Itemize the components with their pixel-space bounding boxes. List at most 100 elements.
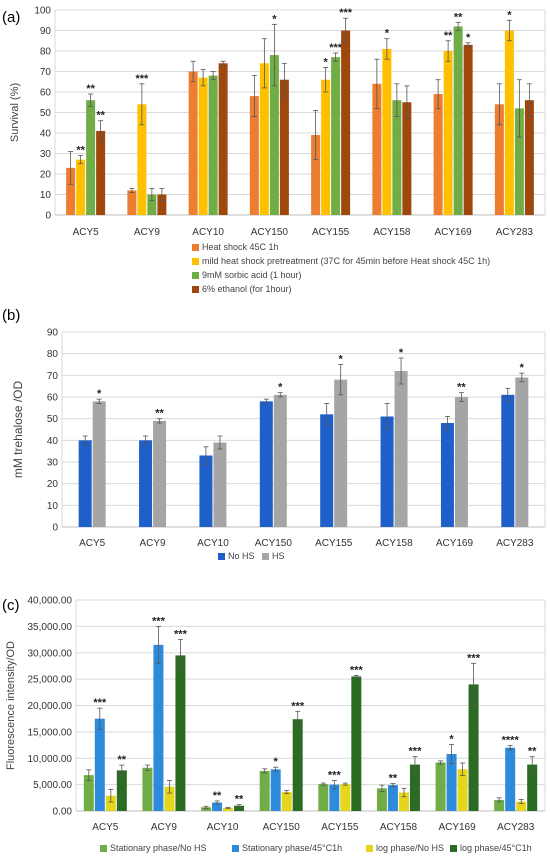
significance-label: *: [507, 9, 512, 21]
bar-2-5-1: [394, 371, 408, 527]
legend-swatch: [192, 244, 199, 251]
bar-2-6-0: [440, 423, 454, 527]
bar-3-6-3: [468, 684, 479, 811]
bar-2-3-0: [259, 401, 273, 527]
bar-3-7-2: [516, 801, 527, 811]
y-tick-label: 70: [40, 67, 52, 78]
significance-label: ***: [291, 700, 305, 712]
bar-3-5-1: [387, 785, 398, 811]
legend-entry: HS: [272, 551, 285, 561]
legend-swatch: [192, 286, 199, 293]
bar-1-5-2: [392, 100, 402, 215]
x-category-label: ACY155: [315, 538, 353, 549]
legend-swatch: [366, 845, 373, 852]
bar-2-1-1: [153, 420, 167, 527]
bar-1-1-0: [127, 190, 137, 215]
bar-1-7-3: [524, 100, 534, 215]
significance-label: *: [278, 382, 283, 394]
y-tick-label: 10,000.00: [28, 754, 73, 765]
y-tick-label: 10: [47, 501, 59, 512]
bar-3-1-1: [153, 644, 164, 811]
y-tick-label: 30: [47, 458, 59, 469]
x-category-label: ACY150: [251, 227, 289, 238]
bar-3-6-2: [457, 769, 468, 811]
bar-3-7-0: [494, 799, 505, 811]
bar-1-4-1: [321, 79, 331, 215]
bar-1-7-2: [514, 108, 524, 215]
bar-1-2-1: [198, 77, 208, 216]
legend-entry: Heat shock 45C 1h: [202, 242, 279, 252]
bar-1-2-3: [218, 63, 228, 215]
bar-3-0-1: [94, 718, 105, 811]
legend-swatch: [218, 553, 225, 560]
legend-swatch: [262, 553, 269, 560]
y-tick-label: 20: [40, 170, 52, 181]
significance-label: ***: [329, 42, 343, 54]
legend-entry: log phase/45°C1h: [460, 843, 532, 853]
significance-label: *: [339, 354, 344, 366]
significance-label: *: [97, 388, 102, 400]
bar-1-3-3: [279, 79, 289, 215]
bar-2-0-1: [92, 401, 106, 527]
legend-entry: Stationary phase/45°C1h: [242, 843, 342, 853]
bar-1-1-2: [147, 194, 157, 215]
panel-label: (b): [2, 307, 20, 324]
bar-3-6-0: [435, 762, 446, 811]
bar-3-0-3: [116, 770, 127, 811]
bar-3-3-2: [281, 792, 292, 811]
legend-entry: 9mM sorbic acid (1 hour): [202, 270, 302, 280]
bar-3-2-1: [212, 802, 223, 811]
bar-3-5-2: [398, 792, 409, 811]
bar-3-0-2: [105, 795, 116, 811]
x-category-label: ACY169: [436, 538, 474, 549]
significance-label: **: [528, 746, 537, 758]
x-category-label: ACY9: [140, 538, 167, 549]
bar-1-3-1: [259, 63, 269, 215]
y-tick-label: 60: [40, 88, 52, 99]
bar-1-7-1: [504, 30, 514, 215]
x-category-label: ACY9: [134, 227, 161, 238]
legend-entry: 6% ethanol (for 1hour): [202, 284, 292, 294]
significance-label: ***: [152, 615, 166, 627]
bar-1-0-2: [86, 100, 96, 215]
legend-swatch: [192, 258, 199, 265]
bar-3-2-2: [223, 807, 234, 811]
x-category-label: ACY155: [321, 822, 359, 833]
significance-label: *: [272, 13, 277, 25]
bar-3-7-1: [505, 747, 516, 811]
x-category-label: ACY150: [255, 538, 293, 549]
bar-3-3-3: [292, 719, 303, 811]
y-tick-label: 5,000.00: [33, 780, 72, 791]
bar-2-6-1: [454, 397, 468, 527]
bar-1-0-1: [76, 159, 86, 215]
bar-3-1-2: [164, 786, 175, 811]
bar-3-3-0: [259, 770, 270, 811]
y-axis-label: Fluorescence intensity/OD: [5, 641, 17, 770]
y-tick-label: 50: [40, 108, 52, 119]
bar-3-2-3: [234, 805, 245, 811]
bar-2-3-1: [273, 394, 287, 527]
bar-2-5-0: [380, 416, 394, 527]
significance-label: *: [323, 56, 328, 68]
significance-label: ***: [135, 73, 149, 85]
bar-3-4-2: [340, 784, 351, 811]
legend-swatch: [192, 272, 199, 279]
y-tick-label: 80: [40, 47, 52, 58]
y-tick-label: 60: [47, 393, 59, 404]
legend-swatch: [450, 845, 457, 852]
x-category-label: ACY283: [497, 822, 535, 833]
legend-entry: log phase/No HS: [376, 843, 444, 853]
bar-1-1-1: [137, 104, 147, 215]
x-category-label: ACY9: [151, 822, 178, 833]
bar-3-5-0: [376, 788, 387, 811]
bar-1-7-0: [494, 104, 504, 215]
x-category-label: ACY155: [312, 227, 350, 238]
significance-label: **: [213, 790, 222, 802]
x-category-label: ACY169: [435, 227, 473, 238]
significance-label: **: [76, 145, 85, 157]
bar-1-2-2: [208, 75, 218, 215]
significance-label: **: [118, 754, 127, 766]
y-tick-label: 40: [47, 436, 59, 447]
legend-swatch: [232, 845, 239, 852]
